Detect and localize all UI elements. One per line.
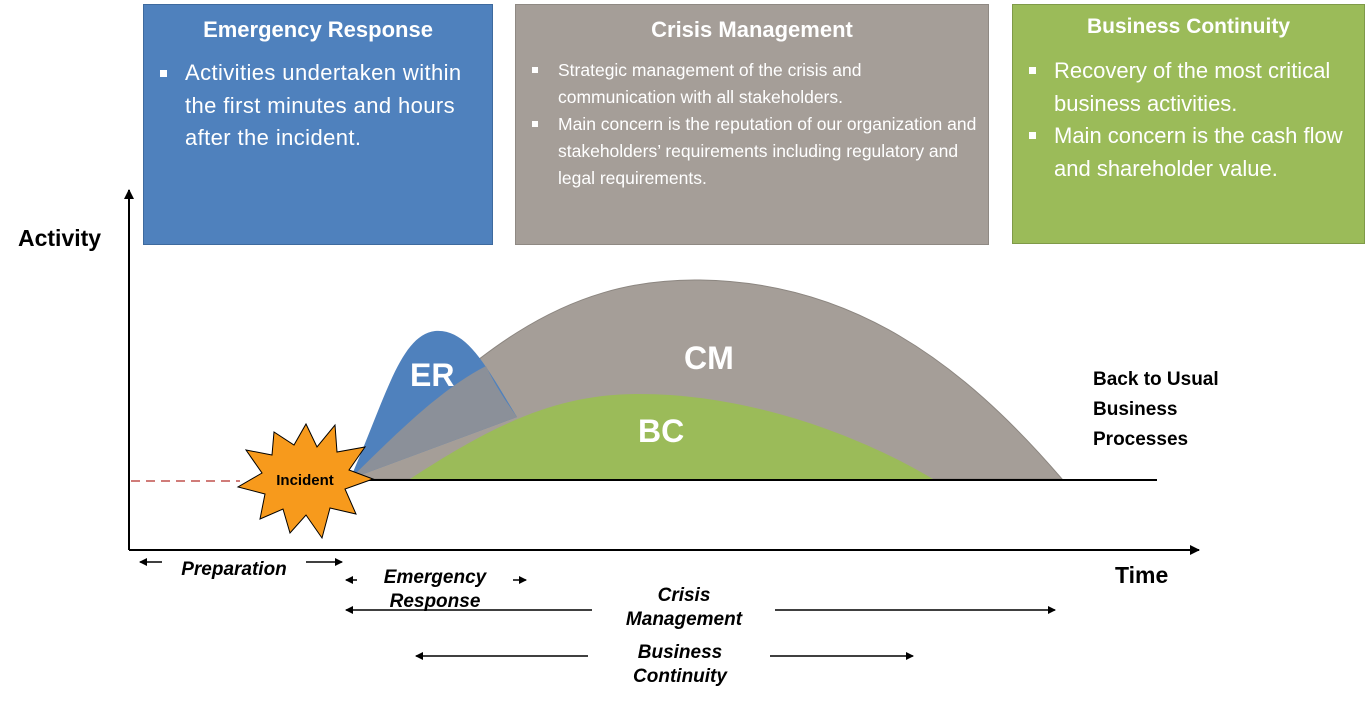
er-timeline-label-2: Response (390, 591, 481, 612)
crisis-management-title: Crisis Management (651, 17, 853, 42)
emergency-response-title: Emergency Response (203, 17, 433, 42)
preparation-label: Preparation (181, 559, 287, 580)
business-continuity-bullets: Recovery of the most critical business a… (1029, 55, 1354, 185)
back-to-usual-line-1: Back to Usual (1093, 369, 1219, 390)
bc-timeline-label-1: Business (638, 642, 722, 663)
crisis-management-box: Crisis Management Strategic management o… (515, 4, 989, 245)
business-continuity-bullet-1: Recovery of the most critical business a… (1029, 55, 1354, 120)
incident-label: Incident (276, 472, 334, 489)
back-to-usual-line-3: Processes (1093, 429, 1188, 450)
crisis-management-bullet-1: Strategic management of the crisis and c… (532, 57, 978, 111)
cm-curve-label: CM (684, 340, 734, 376)
bc-curve (410, 393, 933, 479)
er-curve-label: ER (410, 357, 454, 393)
emergency-response-bullets: Activities undertaken within the first m… (160, 57, 472, 155)
er-timeline-label-1: Emergency (384, 567, 488, 588)
er-cm-overlap (350, 366, 517, 479)
bc-timeline-label-2: Continuity (633, 666, 728, 687)
cm-timeline-label-2: Management (626, 609, 743, 630)
business-continuity-title: Business Continuity (1086, 15, 1291, 38)
crisis-management-bullet-2: Main concern is the reputation of our or… (532, 111, 978, 192)
cm-timeline-label-1: Crisis (658, 585, 711, 606)
emergency-response-bullet-1: Activities undertaken within the first m… (160, 57, 472, 155)
y-axis-label: Activity (18, 225, 101, 251)
incident-burst-icon (236, 422, 375, 540)
emergency-response-box: Emergency Response Activities undertaken… (143, 4, 493, 245)
crisis-management-bullets: Strategic management of the crisis and c… (532, 57, 978, 192)
back-to-usual-line-2: Business (1093, 399, 1177, 420)
business-continuity-bullet-2: Main concern is the cash flow and shareh… (1029, 120, 1354, 185)
business-continuity-box: Business Continuity Recovery of the most… (1012, 4, 1365, 244)
x-axis-label: Time (1115, 562, 1168, 588)
bc-curve-label: BC (638, 413, 684, 449)
